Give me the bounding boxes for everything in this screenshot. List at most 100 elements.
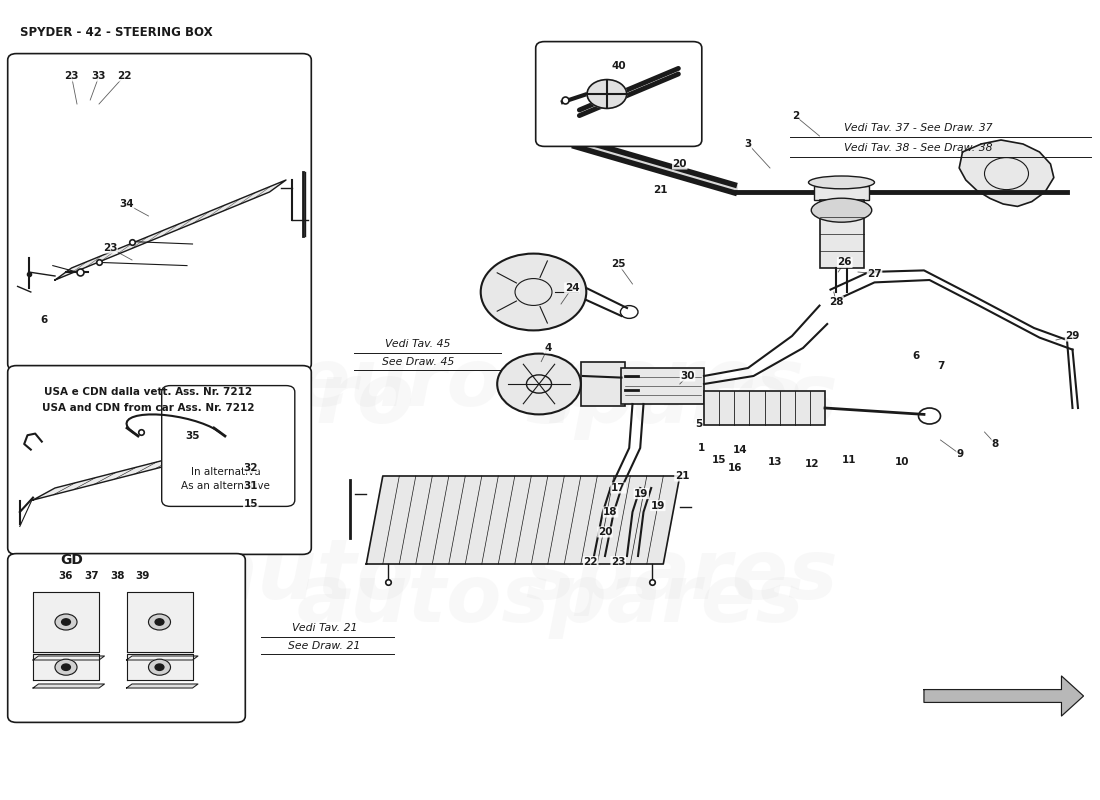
Text: 4: 4 (544, 343, 551, 353)
Text: SPYDER - 42 - STEERING BOX: SPYDER - 42 - STEERING BOX (20, 26, 212, 38)
Text: GD: GD (60, 553, 82, 567)
FancyBboxPatch shape (8, 366, 311, 554)
Text: 40: 40 (612, 61, 627, 70)
Text: 22: 22 (583, 557, 598, 566)
Text: 9: 9 (957, 450, 964, 459)
Text: 12: 12 (804, 459, 820, 469)
Text: 20: 20 (597, 527, 613, 537)
Circle shape (587, 79, 627, 108)
Circle shape (55, 659, 77, 675)
Text: 24: 24 (564, 283, 580, 293)
FancyBboxPatch shape (8, 554, 245, 722)
Polygon shape (33, 592, 99, 652)
Text: 19: 19 (634, 489, 649, 498)
Text: 37: 37 (84, 571, 99, 581)
Text: 23: 23 (64, 71, 79, 81)
Polygon shape (33, 656, 104, 660)
Text: 25: 25 (610, 259, 626, 269)
Text: 23: 23 (102, 243, 118, 253)
Circle shape (55, 614, 77, 630)
Polygon shape (572, 138, 737, 194)
Text: 36: 36 (58, 571, 74, 581)
Text: 13: 13 (768, 458, 783, 467)
Circle shape (481, 254, 586, 330)
Text: 31: 31 (243, 481, 258, 490)
Circle shape (62, 664, 70, 670)
Polygon shape (126, 656, 198, 660)
Polygon shape (126, 592, 192, 652)
Text: 22: 22 (117, 71, 132, 81)
Text: 21: 21 (652, 185, 668, 194)
Text: USA and CDN from car Ass. Nr. 7212: USA and CDN from car Ass. Nr. 7212 (42, 403, 255, 413)
Text: 30: 30 (680, 371, 695, 381)
Text: 6: 6 (41, 315, 47, 325)
Polygon shape (33, 654, 99, 680)
Text: As an alternative: As an alternative (182, 482, 270, 491)
Text: 10: 10 (894, 458, 910, 467)
Text: Vedi Tav. 45: Vedi Tav. 45 (385, 339, 451, 349)
Text: 6: 6 (913, 351, 920, 361)
Text: 19: 19 (650, 501, 666, 510)
Polygon shape (366, 476, 680, 564)
Polygon shape (924, 676, 1084, 716)
Text: 34: 34 (119, 199, 134, 209)
Polygon shape (126, 684, 198, 688)
Polygon shape (55, 180, 286, 280)
Polygon shape (33, 684, 104, 688)
Circle shape (148, 659, 170, 675)
Circle shape (155, 664, 164, 670)
Text: 8: 8 (992, 439, 999, 449)
Text: 14: 14 (733, 446, 748, 455)
Circle shape (148, 614, 170, 630)
Text: euro: euro (201, 359, 415, 441)
Text: See Draw. 45: See Draw. 45 (382, 357, 454, 366)
Text: 35: 35 (185, 431, 200, 441)
Circle shape (155, 619, 164, 626)
Text: 21: 21 (674, 471, 690, 481)
Text: 1: 1 (698, 443, 705, 453)
Text: 7: 7 (937, 361, 944, 370)
FancyBboxPatch shape (162, 386, 295, 506)
Text: Vedi Tav. 21: Vedi Tav. 21 (292, 623, 358, 633)
Text: 5: 5 (695, 419, 702, 429)
Text: 16: 16 (727, 463, 742, 473)
Text: 26: 26 (837, 258, 852, 267)
Bar (704, 391, 825, 425)
Ellipse shape (812, 198, 871, 222)
Text: 15: 15 (712, 455, 727, 465)
Text: Vedi Tav. 38 - See Draw. 38: Vedi Tav. 38 - See Draw. 38 (845, 143, 992, 153)
Text: 17: 17 (610, 483, 626, 493)
Text: 3: 3 (745, 139, 751, 149)
Text: See Draw. 21: See Draw. 21 (288, 641, 361, 650)
Circle shape (497, 354, 581, 414)
Bar (581, 362, 625, 406)
Text: auto: auto (201, 535, 415, 617)
Text: 15: 15 (243, 499, 258, 509)
Text: 33: 33 (91, 71, 107, 81)
Text: spares: spares (526, 535, 838, 617)
Text: 18: 18 (603, 507, 618, 517)
Bar (820, 200, 864, 268)
Text: 27: 27 (867, 269, 882, 278)
Text: 29: 29 (1065, 331, 1080, 341)
Text: Vedi Tav. 37 - See Draw. 37: Vedi Tav. 37 - See Draw. 37 (845, 123, 992, 133)
Ellipse shape (808, 176, 874, 189)
FancyBboxPatch shape (8, 54, 311, 370)
Polygon shape (126, 654, 192, 680)
Text: 28: 28 (828, 297, 844, 306)
Text: eurospares: eurospares (296, 345, 804, 423)
Circle shape (62, 619, 70, 626)
Text: 38: 38 (110, 571, 125, 581)
Text: USA e CDN dalla vett. Ass. Nr. 7212: USA e CDN dalla vett. Ass. Nr. 7212 (44, 387, 253, 397)
Text: spares: spares (526, 359, 838, 441)
Text: 32: 32 (243, 463, 258, 473)
Text: 20: 20 (672, 159, 688, 169)
Bar (621, 368, 704, 403)
Text: 11: 11 (842, 455, 857, 465)
Text: 39: 39 (135, 571, 151, 581)
Polygon shape (959, 140, 1054, 206)
Bar (814, 186, 869, 200)
Text: In alternativa: In alternativa (190, 467, 261, 477)
Text: 2: 2 (792, 111, 799, 121)
Text: autospares: autospares (296, 561, 804, 639)
